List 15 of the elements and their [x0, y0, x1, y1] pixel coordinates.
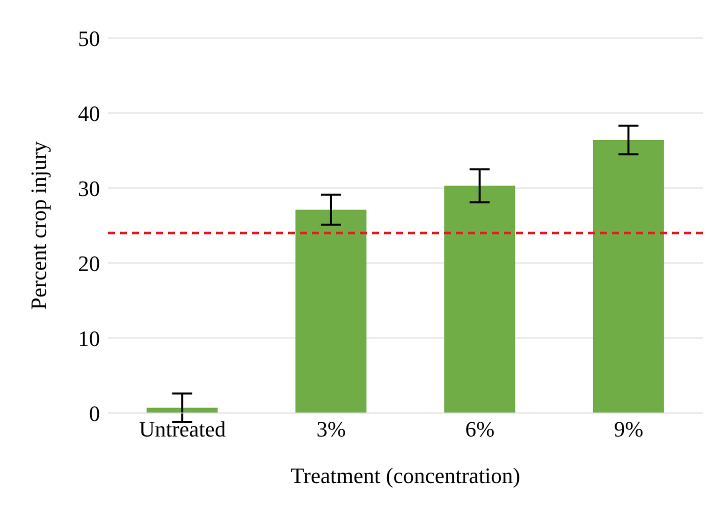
y-tick-label: 30	[78, 176, 100, 201]
x-axis-title: Treatment (concentration)	[290, 463, 520, 488]
x-tick-label: 9%	[614, 416, 644, 442]
y-tick-label: 20	[78, 250, 100, 276]
y-tick-label: 50	[78, 26, 100, 51]
x-tick-label: 6%	[465, 416, 495, 442]
bar	[592, 140, 664, 413]
y-axis-title: Percent crop injury	[26, 141, 51, 310]
bar	[295, 210, 366, 413]
bar	[444, 186, 516, 413]
y-tick-label: 40	[78, 100, 100, 126]
y-tick-label: 10	[78, 326, 100, 351]
y-tick-label: 0	[89, 400, 100, 426]
x-tick-label: Untreated	[139, 416, 226, 442]
x-tick-label: 3%	[316, 416, 346, 442]
